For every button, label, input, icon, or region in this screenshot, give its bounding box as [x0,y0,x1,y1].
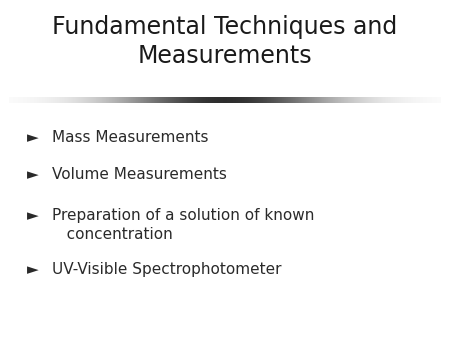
Text: Fundamental Techniques and
Measurements: Fundamental Techniques and Measurements [52,15,398,68]
Text: Volume Measurements: Volume Measurements [52,167,227,182]
Text: ►: ► [27,208,39,223]
Text: ►: ► [27,130,39,145]
Text: Mass Measurements: Mass Measurements [52,130,208,145]
Text: UV-Visible Spectrophotometer: UV-Visible Spectrophotometer [52,262,281,277]
Text: ►: ► [27,262,39,277]
Text: Preparation of a solution of known
   concentration: Preparation of a solution of known conce… [52,208,314,242]
Text: ►: ► [27,167,39,182]
